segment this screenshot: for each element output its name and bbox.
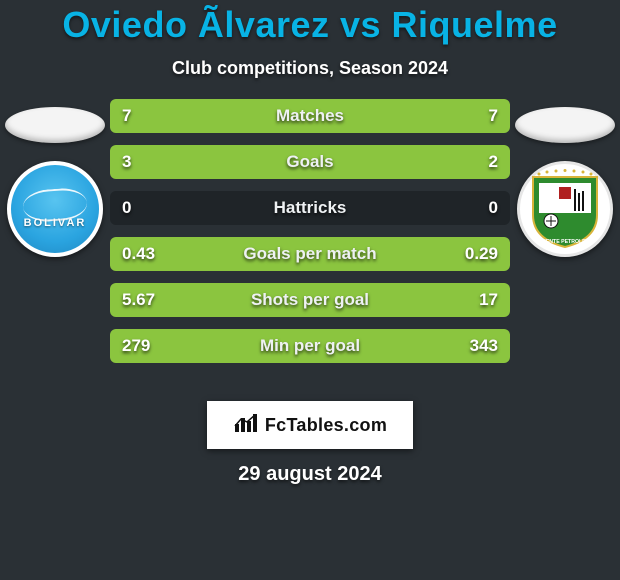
stat-value-left: 0.43 [122,237,155,271]
stat-value-left: 3 [122,145,131,179]
stat-value-right: 17 [479,283,498,317]
brand-box[interactable]: FcTables.com [207,401,413,449]
club-badge-right: ORIENTE PETROLERO [517,161,613,257]
brand-text: FcTables.com [265,415,387,436]
stat-value-left: 279 [122,329,150,363]
flag-left [5,107,105,143]
club-badge-left [7,161,103,257]
page-title: Oviedo Ãlvarez vs Riquelme [0,4,620,46]
stat-value-right: 0.29 [465,237,498,271]
stat-row: Min per goal279 343 [110,329,510,363]
stat-value-left: 5.67 [122,283,155,317]
player-slot-right: ORIENTE PETROLERO [510,107,620,257]
stat-label: Hattricks [110,191,510,225]
player-slot-left [0,107,110,257]
stat-value-right: 2 [489,145,498,179]
stat-value-left: 7 [122,99,131,133]
stat-label: Goals [110,145,510,179]
stat-label: Matches [110,99,510,133]
stats-list: Matches7 7 Goals3 2 Hattricks0 0 Goals per mat… [110,99,510,375]
stat-label: Min per goal [110,329,510,363]
flag-right [515,107,615,143]
compare-area: ORIENTE PETROLERO Matches77Goals32Hattri… [0,107,620,387]
stat-value-right: 0 [489,191,498,225]
stat-row: Goals per match0.43 0.29 [110,237,510,271]
stat-value-left: 0 [122,191,131,225]
stat-value-right: 343 [470,329,498,363]
stat-row: Matches7 7 [110,99,510,133]
stat-row: Hattricks0 0 [110,191,510,225]
stat-row: Shots per goal5.67 17 [110,283,510,317]
stat-label: Shots per goal [110,283,510,317]
stat-label: Goals per match [110,237,510,271]
svg-text:ORIENTE PETROLERO: ORIENTE PETROLERO [537,239,594,245]
shield-icon: ORIENTE PETROLERO [529,169,601,249]
subtitle: Club competitions, Season 2024 [0,58,620,79]
bar-mini-icon [233,412,259,439]
stat-row: Goals3 2 [110,145,510,179]
root: Oviedo Ãlvarez vs Riquelme Club competit… [0,0,620,580]
stat-value-right: 7 [489,99,498,133]
date-text: 29 august 2024 [0,463,620,486]
